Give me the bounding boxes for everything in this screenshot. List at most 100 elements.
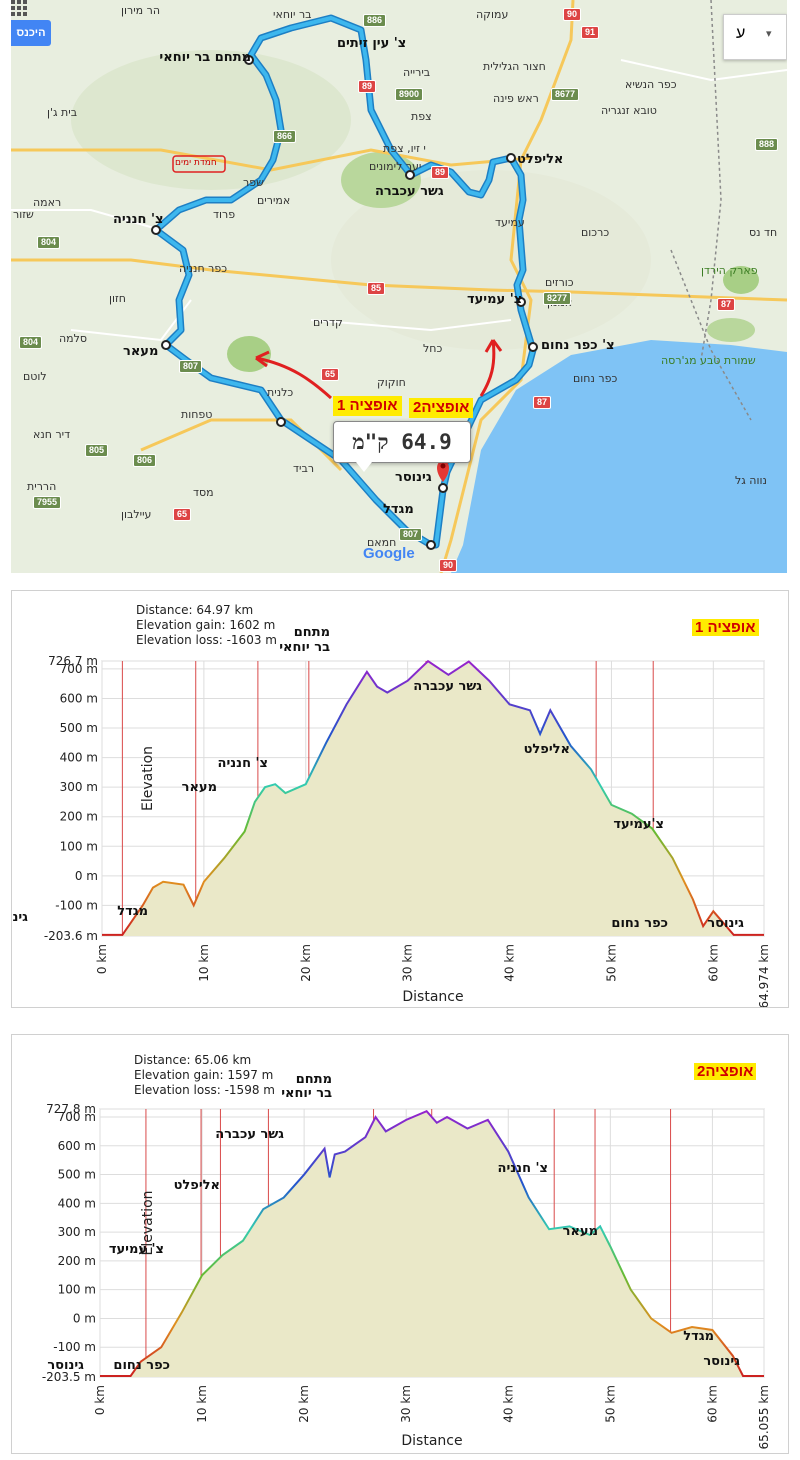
waypoint-marker[interactable] (244, 55, 254, 65)
waypoint-annotation: מתחם (296, 1072, 332, 1087)
stop-kfar-nahum[interactable]: צ' כפר נחום (541, 338, 615, 353)
waypoint-annotation: צ' עמיעד (109, 1242, 164, 1257)
elevation-area (102, 661, 764, 936)
x-tick-label: 10 km (197, 944, 211, 982)
map-label: שפר (243, 176, 264, 189)
waypoint-marker[interactable] (426, 540, 436, 550)
y-tick-label: 600 m (58, 1139, 96, 1153)
road-shield: 805 (85, 444, 109, 457)
waypoint-marker[interactable] (405, 170, 415, 180)
waypoint-marker[interactable] (506, 153, 516, 163)
road-shield: 89 (358, 80, 377, 93)
language-selector[interactable]: ע ▾ (723, 14, 787, 60)
y-tick-label: -203.5 m (42, 1370, 96, 1384)
google-logo: Google (363, 545, 415, 562)
elevation-line (102, 659, 764, 936)
road-shield: 8677 (551, 88, 580, 101)
x-tick-label: 20 km (297, 1385, 311, 1423)
stop-gesher[interactable]: גשר עכברה (375, 184, 444, 199)
waypoint-marker[interactable] (516, 297, 526, 307)
waypoint-marker[interactable] (438, 483, 448, 493)
stat-loss: Elevation loss: -1598 m (134, 1083, 275, 1097)
signin-button[interactable]: היכנס (11, 20, 51, 46)
map-label: מסד (193, 486, 214, 499)
stop-bar-yochai[interactable]: מתחם בר יוחאי (159, 50, 251, 65)
y-tick-label: -100 m (55, 898, 98, 912)
map-label: פרוד (213, 208, 236, 221)
map-label: חמאם (367, 536, 397, 549)
map-label: חזון (109, 292, 126, 305)
waypoint-annotation: גינוסר (703, 1354, 740, 1369)
map-label: ראמה (33, 196, 62, 209)
map-label: פארק הירדן (701, 264, 758, 277)
x-tick-label: 30 km (401, 944, 415, 982)
map-label: נווה גל (735, 474, 767, 487)
waypoint-annotation: אליפלט (174, 1178, 220, 1193)
map-label: בית ג'ן (47, 106, 78, 119)
x-tick-label: 20 km (299, 944, 313, 982)
y-tick-label: 500 m (60, 721, 98, 735)
stop-meaar[interactable]: מעאר (123, 344, 159, 359)
road-shield: 806 (133, 454, 157, 467)
y-tick-label: 100 m (60, 839, 98, 853)
x-tick-label: 40 km (501, 1385, 515, 1423)
google-logo-text: Google (363, 545, 415, 562)
waypoint-marker[interactable] (276, 417, 286, 427)
stop-migdal[interactable]: מגדל (383, 502, 414, 517)
waypoint-marker[interactable] (151, 225, 161, 235)
map-label: ראש פינה (493, 92, 539, 105)
road-shield: 90 (563, 8, 582, 21)
x-tick-label: 30 km (399, 1385, 413, 1423)
road-shield: 89 (431, 166, 450, 179)
y-tick-label: 200 m (58, 1254, 96, 1268)
map-label: הר מירון (121, 4, 161, 17)
waypoint-annotation: כפר נחום (611, 916, 668, 931)
map-label: רביד (293, 462, 315, 475)
stop-ein-zeitim[interactable]: צ' עין זיתים (337, 36, 407, 51)
stop-alifelet[interactable]: אליפלט (517, 152, 564, 167)
map-label: סלמה (59, 332, 88, 345)
x-tick-label: 60 km (706, 944, 720, 982)
map-label: שמורת טבע מג'רסה (661, 354, 756, 367)
y-tick-label: 727.8 m (46, 1102, 96, 1116)
stop-hananya[interactable]: צ' חנניה (113, 212, 164, 227)
location-pin-icon[interactable] (437, 460, 449, 482)
stat-loss: Elevation loss: -1603 m (136, 633, 277, 647)
stop-ginosar[interactable]: גינוסר (395, 470, 432, 485)
y-tick-label: 300 m (60, 780, 98, 794)
stop-amiad[interactable]: צ' עמיעד (467, 292, 523, 307)
waypoint-marker[interactable] (528, 342, 538, 352)
x-tick-label: 60 km (705, 1385, 719, 1423)
x-tick-label: 50 km (604, 944, 618, 982)
option1-label: אופציה 1 (333, 396, 402, 416)
profile-stats: Distance: 64.97 km Elevation gain: 1602 … (136, 603, 277, 648)
map-label: כפר הנשיא (625, 78, 677, 91)
waypoint-annotation: צ' חנניה (218, 756, 268, 771)
x-axis-label: Distance (401, 1433, 462, 1449)
waypoint-annotation: גינוסר (12, 910, 28, 925)
map-label: שזור (13, 208, 34, 221)
map-label: חד נס (749, 226, 778, 239)
map-label: חמדת ימים (175, 158, 217, 168)
road-shield: 65 (173, 508, 192, 521)
apps-grid-icon[interactable] (11, 0, 27, 16)
map-label: כלנית (267, 386, 294, 399)
y-tick-label: 400 m (58, 1196, 96, 1210)
waypoint-annotation: אליפלט (524, 742, 570, 757)
map-label: עמוקה (476, 8, 509, 21)
road-shield: 807 (399, 528, 423, 541)
map-label: טפחות (181, 408, 213, 421)
y-tick-label: -100 m (53, 1340, 96, 1354)
map-label: צפת (411, 110, 432, 123)
road-shield: 7955 (33, 496, 62, 509)
waypoint-marker[interactable] (161, 340, 171, 350)
x-tick-label: 0 km (93, 1385, 107, 1415)
map-label: כורזים (545, 276, 574, 289)
map-label: כרכום (581, 226, 610, 239)
map-label: קדרים (313, 316, 343, 329)
route-map[interactable]: היכנס ע ▾ הר מירון בר יוחאי עמוקה בירייה… (11, 0, 787, 573)
y-tick-label: 600 m (60, 691, 98, 705)
waypoint-annotation: מתחם (294, 625, 330, 640)
road-shield: 888 (755, 138, 779, 151)
option-label: אופציה 1 (692, 619, 759, 636)
